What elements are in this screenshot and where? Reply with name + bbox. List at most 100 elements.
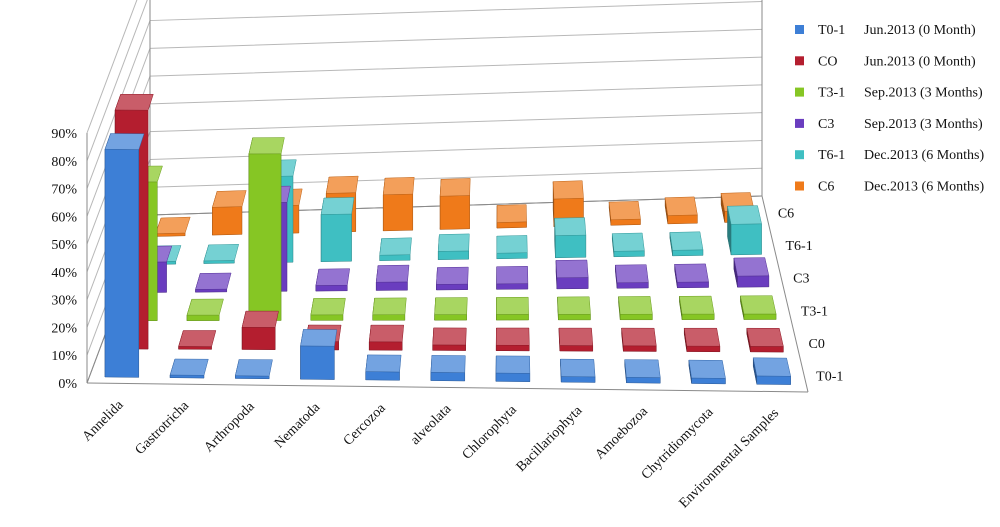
bar-co-alveolata — [432, 327, 467, 351]
bar-t0-1-gastrotricha — [169, 358, 209, 379]
y-tick-label: 40% — [51, 266, 77, 281]
bar-front-face — [686, 345, 721, 353]
bar-c3-alveolata — [436, 266, 469, 291]
bar-front-face — [496, 283, 529, 290]
y-tick-label: 30% — [51, 294, 77, 309]
bar-top-face — [746, 327, 784, 347]
bar-front-face — [559, 345, 594, 352]
bar-top-face — [688, 359, 726, 379]
bar-front-face — [667, 214, 698, 225]
bar-top-face — [496, 296, 529, 315]
bar-t3-1-chytridiomycota — [679, 295, 715, 320]
bar-front-face — [432, 344, 466, 351]
bar-front-face — [677, 281, 709, 289]
gridline — [86, 0, 148, 161]
bar-front-face — [379, 254, 411, 261]
bar-co-chlorophyta — [495, 327, 530, 352]
bar-t3-1-alveolata — [434, 297, 468, 321]
bar-top-face — [203, 244, 240, 262]
bar-top-face — [496, 235, 528, 254]
category-label: alveolata — [408, 401, 455, 448]
legend-series-name: CO — [818, 54, 837, 69]
depth-label: T0-1 — [816, 370, 843, 385]
bar-front-face — [315, 284, 348, 292]
bar-c3-chlorophyta — [496, 266, 529, 290]
depth-label: C0 — [809, 337, 825, 352]
bar-t0-1-annelida — [104, 133, 145, 378]
bar-t6-1-chlorophyta — [496, 235, 528, 260]
legend-period: Sep.2013 (3 Months) — [864, 117, 983, 132]
bar-front-face — [368, 341, 403, 351]
bar-top-face — [611, 232, 645, 252]
bar-front-face — [560, 376, 596, 383]
bar-top-face — [310, 297, 346, 316]
depth-label: T3-1 — [801, 304, 828, 319]
y-axis-ticks: 0% 10% 20% 30% 40% 50% 60% 70% 80% 90% — [51, 127, 77, 392]
depth-label: C3 — [793, 272, 809, 287]
legend-series-name: C6 — [818, 180, 834, 195]
bar-front-face — [178, 346, 212, 350]
bar-top-face — [552, 180, 584, 200]
category-label: Cercozoa — [341, 400, 390, 449]
y-tick-label: 50% — [51, 238, 77, 253]
bar-front-face — [623, 345, 657, 352]
bar-t6-1-environmental-samples — [727, 205, 762, 256]
bar-t6-1-amoebozoa — [611, 232, 645, 258]
bar-co-gastrotricha — [178, 330, 217, 350]
bar-front-face — [496, 252, 528, 260]
bar-top-face — [178, 330, 217, 347]
bar-c3-gastrotricha — [195, 272, 232, 293]
bar-t0-1-chytridiomycota — [688, 359, 726, 385]
bar-top-face — [557, 296, 591, 315]
gridline — [86, 167, 763, 356]
bar-top-face — [375, 264, 410, 283]
bar-front-face — [436, 283, 468, 291]
bar-top-face — [674, 263, 709, 283]
legend-period: Dec.2013 (6 Months) — [864, 180, 984, 195]
bar-top-face — [432, 327, 467, 346]
bar-front-face — [750, 346, 784, 353]
bar-t3-1-nematoda — [310, 297, 346, 321]
bar-t3-1-environmental-samples — [740, 295, 777, 320]
depth-axis-ticks: T0-1 C0 T3-1 C3 T6-1 C6 — [778, 206, 844, 384]
bar-top-face — [430, 355, 466, 373]
bar-t6-1-chytridiomycota — [669, 231, 704, 257]
y-tick-label: 20% — [51, 321, 77, 336]
bar-front-face — [558, 314, 591, 321]
depth-label: T6-1 — [786, 239, 813, 254]
bar-c6-amoebozoa — [608, 201, 641, 226]
legend-swatch — [795, 118, 804, 128]
bar-t6-1-alveolata — [437, 233, 470, 260]
bar-front-face — [672, 249, 704, 257]
bar-front-face — [756, 375, 791, 385]
bar-front-face — [730, 223, 762, 256]
bar-t0-1-nematoda — [300, 329, 338, 380]
bar-top-face — [439, 178, 471, 197]
bar-c3-chytridiomycota — [674, 263, 709, 289]
bar-front-face — [320, 213, 352, 262]
bar-top-face — [558, 327, 594, 346]
bar-c3-nematoda — [315, 268, 350, 292]
bar-top-face — [155, 216, 191, 234]
bar-top-face — [496, 266, 529, 285]
bar-front-face — [375, 281, 408, 291]
category-label: Annelida — [80, 397, 127, 444]
bar-top-face — [248, 137, 285, 155]
bar-front-face — [439, 195, 470, 230]
bar-co-arthropoda — [241, 310, 279, 350]
bar-top-face — [495, 327, 530, 346]
legend-swatch — [795, 25, 804, 34]
bar-front-face — [365, 371, 400, 381]
bar-co-cercozoa — [368, 324, 404, 351]
bar-c6-alveolata — [439, 178, 471, 230]
bar-c3-environmental-samples — [733, 257, 770, 288]
category-label: Gastrotricha — [133, 398, 193, 458]
y-tick-label: 60% — [51, 210, 77, 225]
bar-top-face — [365, 354, 402, 373]
gridline — [86, 139, 763, 328]
bar-front-face — [610, 218, 641, 226]
legend-series-name: T3-1 — [818, 86, 845, 101]
depth-label: C6 — [778, 206, 794, 221]
bar-co-amoebozoa — [621, 327, 657, 352]
